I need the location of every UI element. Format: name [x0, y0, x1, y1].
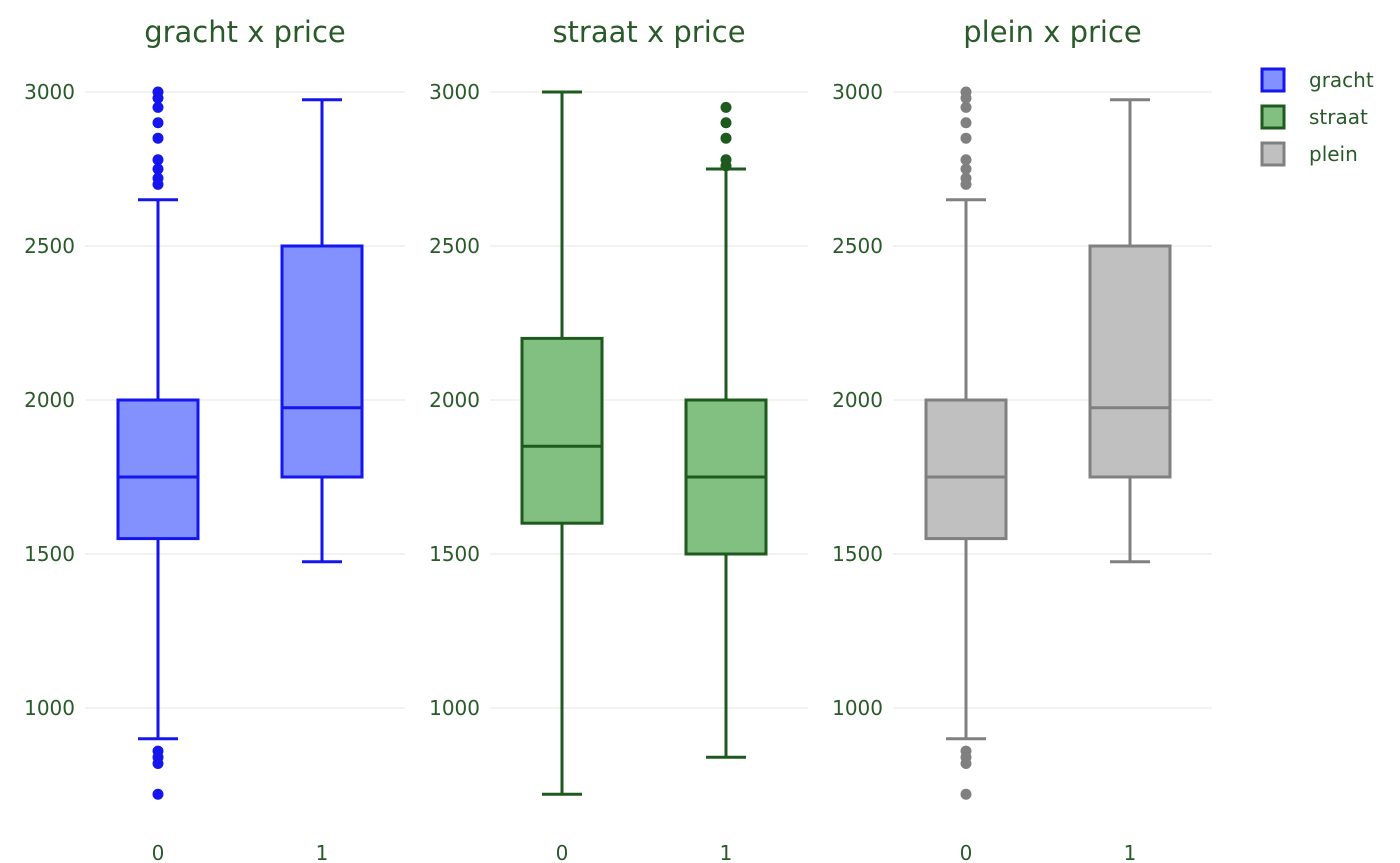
box-iqr — [280, 244, 364, 479]
outlier-point — [960, 163, 972, 175]
panel-2: 1000 1500 2000 2500 3000 straat x price 0 1 — [429, 15, 808, 863]
legend-swatch — [1260, 141, 1286, 167]
outlier-point — [152, 101, 164, 113]
outlier-point — [960, 132, 972, 144]
y-tick-label: 3000 — [429, 80, 480, 104]
legend: gracht straat plein — [1260, 67, 1374, 167]
y-tick-label: 2500 — [24, 234, 75, 258]
outlier-point — [152, 788, 164, 800]
box-iqr — [520, 336, 604, 525]
panel-1: 1000 1500 2000 2500 3000 gracht x price 0 1 — [24, 15, 405, 863]
chart-title: straat x price — [552, 15, 745, 49]
legend-label: plein — [1309, 142, 1358, 166]
x-tick-label: 0 — [556, 841, 569, 863]
box-iqr — [924, 398, 1008, 541]
y-tick-label: 1500 — [832, 542, 883, 566]
box-iqr — [1088, 244, 1172, 479]
legend-swatch — [1260, 67, 1286, 93]
outlier-point — [152, 757, 164, 769]
outlier-point — [960, 757, 972, 769]
outlier-point — [720, 132, 732, 144]
y-tick-label: 1000 — [429, 696, 480, 720]
y-tick-label: 1000 — [24, 696, 75, 720]
y-tick-label: 2500 — [429, 234, 480, 258]
legend-item-gracht: gracht — [1260, 67, 1374, 93]
outlier-point — [152, 117, 164, 129]
chart-title: gracht x price — [144, 15, 346, 49]
outlier-point — [960, 117, 972, 129]
y-tick-label: 2500 — [832, 234, 883, 258]
x-tick-label: 0 — [960, 841, 973, 863]
outlier-point — [960, 101, 972, 113]
box-0 — [924, 86, 1008, 800]
box-1 — [1088, 98, 1172, 564]
box-iqr — [116, 398, 200, 541]
x-tick-label: 1 — [316, 841, 329, 863]
y-tick-label: 1500 — [429, 542, 480, 566]
outlier-point — [152, 154, 164, 166]
y-tick-label: 2000 — [429, 388, 480, 412]
box-0 — [520, 90, 604, 796]
x-tick-label: 1 — [1124, 841, 1137, 863]
outlier-point — [152, 92, 164, 104]
legend-label: straat — [1309, 105, 1368, 129]
y-tick-label: 3000 — [24, 80, 75, 104]
legend-item-straat: straat — [1260, 104, 1368, 130]
outlier-point — [152, 163, 164, 175]
legend-item-plein: plein — [1260, 141, 1358, 167]
outlier-point — [152, 132, 164, 144]
outlier-point — [960, 92, 972, 104]
y-tick-label: 1500 — [24, 542, 75, 566]
y-tick-label: 2000 — [24, 388, 75, 412]
box-1 — [684, 101, 768, 759]
x-tick-label: 1 — [720, 841, 733, 863]
y-tick-label: 2000 — [832, 388, 883, 412]
outlier-point — [152, 178, 164, 190]
outlier-point — [720, 101, 732, 113]
chart-title: plein x price — [963, 15, 1142, 49]
panel-3: 1000 1500 2000 2500 3000 plein x price 0 1 — [832, 15, 1212, 863]
outlier-point — [720, 117, 732, 129]
x-tick-label: 0 — [152, 841, 165, 863]
box-1 — [280, 98, 364, 564]
outlier-point — [960, 178, 972, 190]
legend-label: gracht — [1309, 68, 1374, 92]
y-tick-label: 1000 — [832, 696, 883, 720]
y-tick-label: 3000 — [832, 80, 883, 104]
legend-swatch — [1260, 104, 1286, 130]
outlier-point — [960, 788, 972, 800]
box-0 — [116, 86, 200, 800]
outlier-point — [720, 160, 732, 172]
outlier-point — [960, 154, 972, 166]
